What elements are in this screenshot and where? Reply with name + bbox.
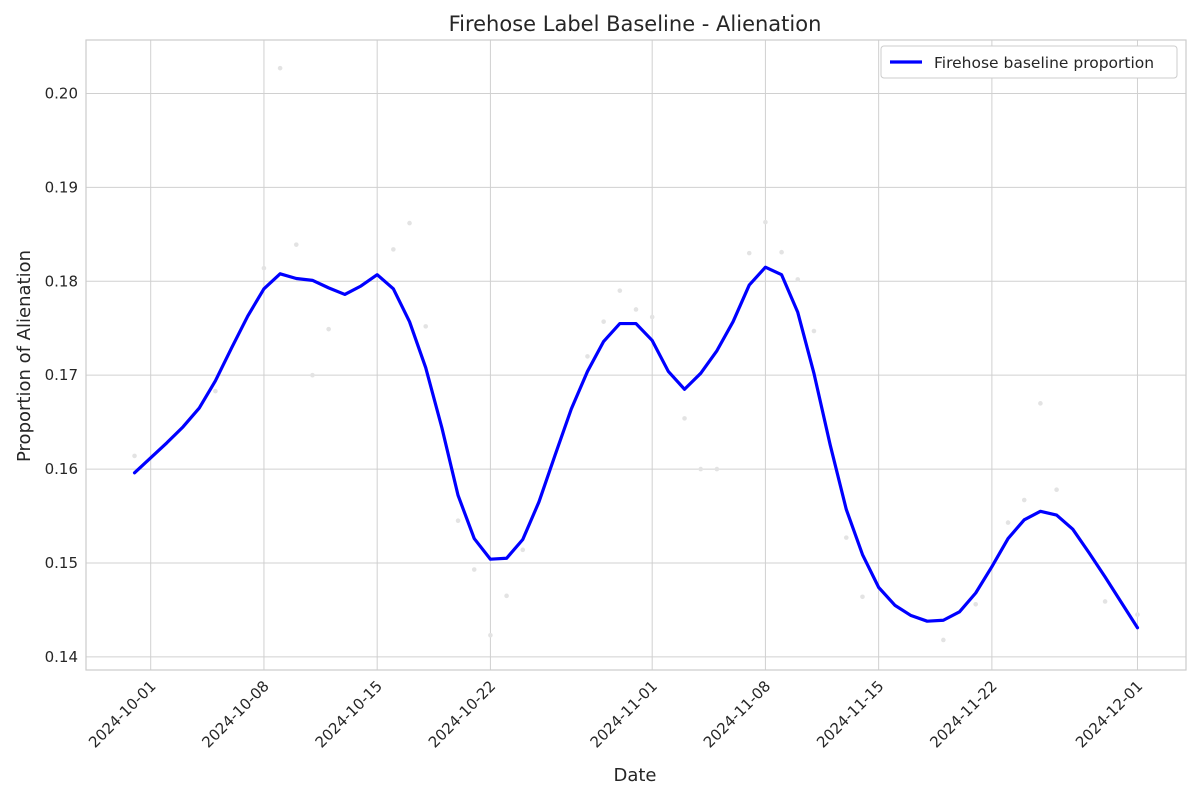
plot-area [85, 39, 1187, 671]
scatter-point [763, 219, 768, 225]
scatter-point [471, 567, 477, 572]
scatter-point [520, 547, 526, 553]
y-tick-label: 0.16 [45, 460, 78, 478]
scatter-point [1054, 487, 1059, 493]
y-tick-label: 0.17 [45, 366, 78, 384]
scatter-point [504, 593, 509, 599]
scatter-point [455, 518, 461, 524]
y-tick-label: 0.18 [45, 272, 78, 290]
gridlines [86, 40, 1186, 670]
scatter-point [746, 250, 752, 256]
scatter-point [277, 65, 283, 71]
scatter-point [261, 265, 267, 271]
scatter-point [601, 319, 606, 324]
scatter-point [585, 354, 590, 359]
scatter-point [326, 326, 331, 332]
legend-box [880, 45, 1178, 79]
scatter-point [649, 314, 655, 320]
scatter-point [698, 466, 704, 472]
scatter-point [488, 632, 493, 638]
scatter-point [1005, 520, 1011, 525]
scatter-point [843, 535, 849, 540]
scatter-point [423, 324, 429, 329]
scatter-point [391, 247, 396, 252]
y-tick-label: 0.14 [45, 648, 78, 666]
legend: Firehose baseline proportion [880, 45, 1178, 79]
scatter-point [407, 220, 412, 226]
scatter-point [132, 453, 137, 459]
scatter-point [714, 466, 720, 472]
scatter-point [941, 637, 946, 643]
scatter-point [1135, 612, 1140, 617]
y-axis-ticks: 0.14 0.15 0.16 0.17 0.18 0.19 0.20 [45, 85, 78, 666]
x-axis-label: Date [613, 765, 656, 786]
scatter-point [213, 388, 218, 394]
scatter-point [973, 601, 979, 607]
y-tick-label: 0.20 [45, 85, 78, 103]
series-line-firehose-baseline [132, 265, 1140, 630]
scatter-point [811, 328, 817, 334]
scatter-point [795, 277, 801, 282]
y-tick-label: 0.15 [45, 554, 78, 572]
scatter-point [1021, 497, 1027, 503]
y-axis-label: Proportion of Alienation [14, 250, 35, 462]
scatter-point [293, 242, 299, 247]
chart-title: Firehose Label Baseline - Alienation [449, 12, 822, 36]
scatter-point [1102, 599, 1108, 604]
scatter-point [1038, 401, 1043, 406]
scatter-point [617, 288, 623, 293]
scatter-point [633, 307, 639, 312]
scatter-point [779, 249, 784, 255]
scatter-point [310, 372, 315, 378]
y-tick-label: 0.19 [45, 178, 78, 196]
scatter-point [682, 416, 687, 421]
scatter-point [860, 594, 865, 600]
legend-label: Firehose baseline proportion [934, 54, 1154, 72]
scatter-points [132, 65, 1140, 643]
